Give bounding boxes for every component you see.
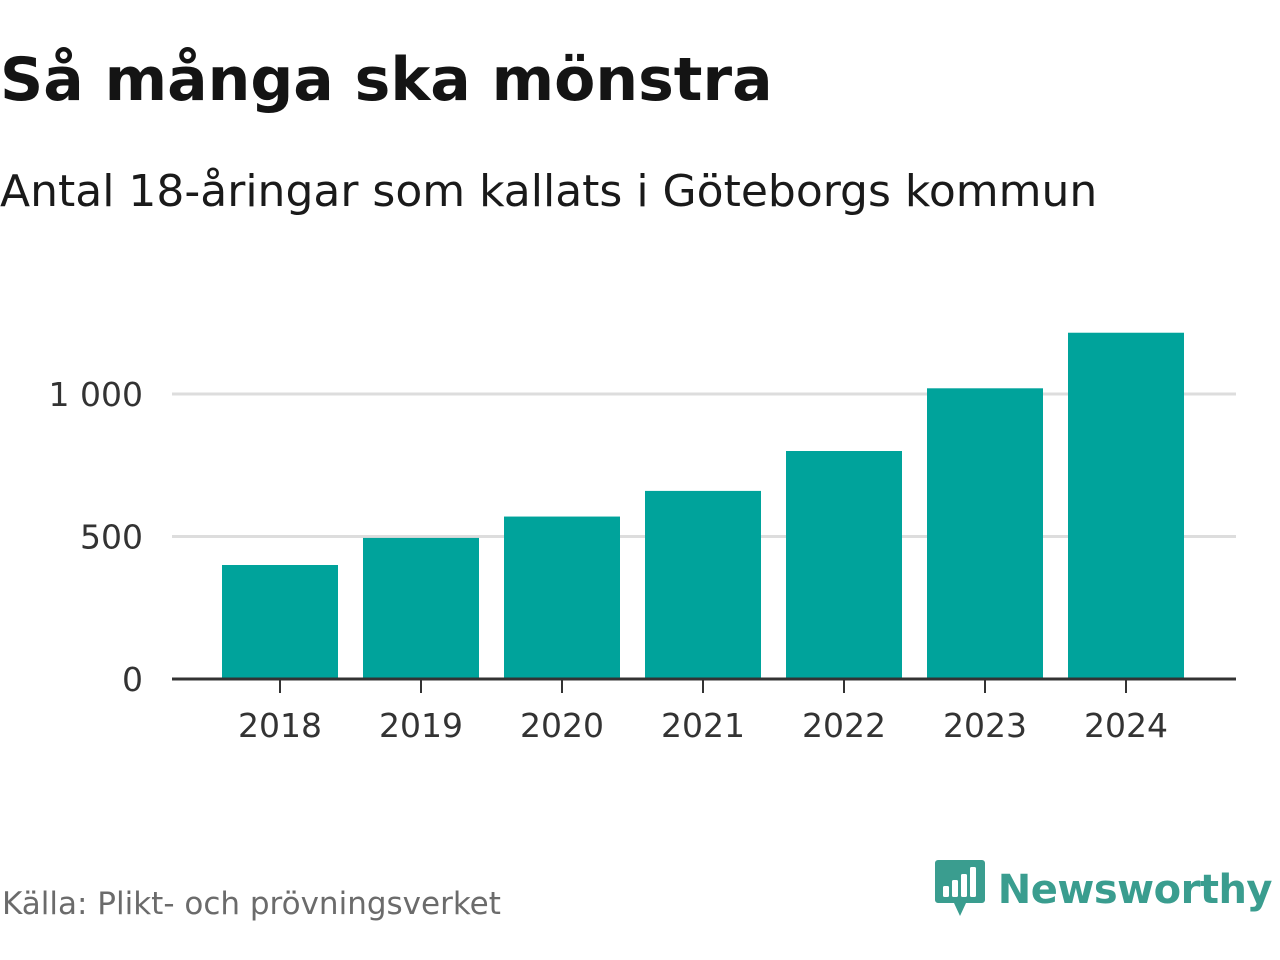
bar-chart: 0 500 1 000 2018 2019 2020 2021 2022 2023 2024: [49, 332, 1236, 745]
x-tick-label: 2022: [802, 706, 886, 745]
x-tick-label: 2018: [238, 706, 322, 745]
chart-subtitle: Antal 18-åringar som kallats i Göteborgs…: [0, 166, 1098, 217]
source-note: Källa: Plikt- och prövningsverket: [2, 886, 501, 922]
bar-2023: [927, 388, 1043, 679]
bar-2018: [222, 565, 338, 679]
bar-2022: [786, 451, 902, 679]
y-tick-label: 0: [122, 660, 143, 699]
x-tick-label: 2024: [1084, 706, 1168, 745]
y-tick-label: 1 000: [49, 375, 143, 414]
bar-2024: [1068, 332, 1184, 679]
bar-2019: [363, 537, 479, 679]
y-tick-label: 500: [80, 518, 143, 557]
x-tick-label: 2019: [379, 706, 463, 745]
chart-title: Så många ska mönstra: [0, 45, 773, 115]
x-tick-label: 2020: [520, 706, 604, 745]
newsworthy-logo-icon: [934, 860, 985, 916]
brand-name: Newsworthy: [997, 867, 1273, 913]
bar-2020: [504, 516, 620, 679]
bar-2021: [645, 490, 761, 679]
x-tick-label: 2023: [943, 706, 1027, 745]
x-tick-label: 2021: [661, 706, 745, 745]
brand-logo: Newsworthy: [934, 858, 1273, 922]
